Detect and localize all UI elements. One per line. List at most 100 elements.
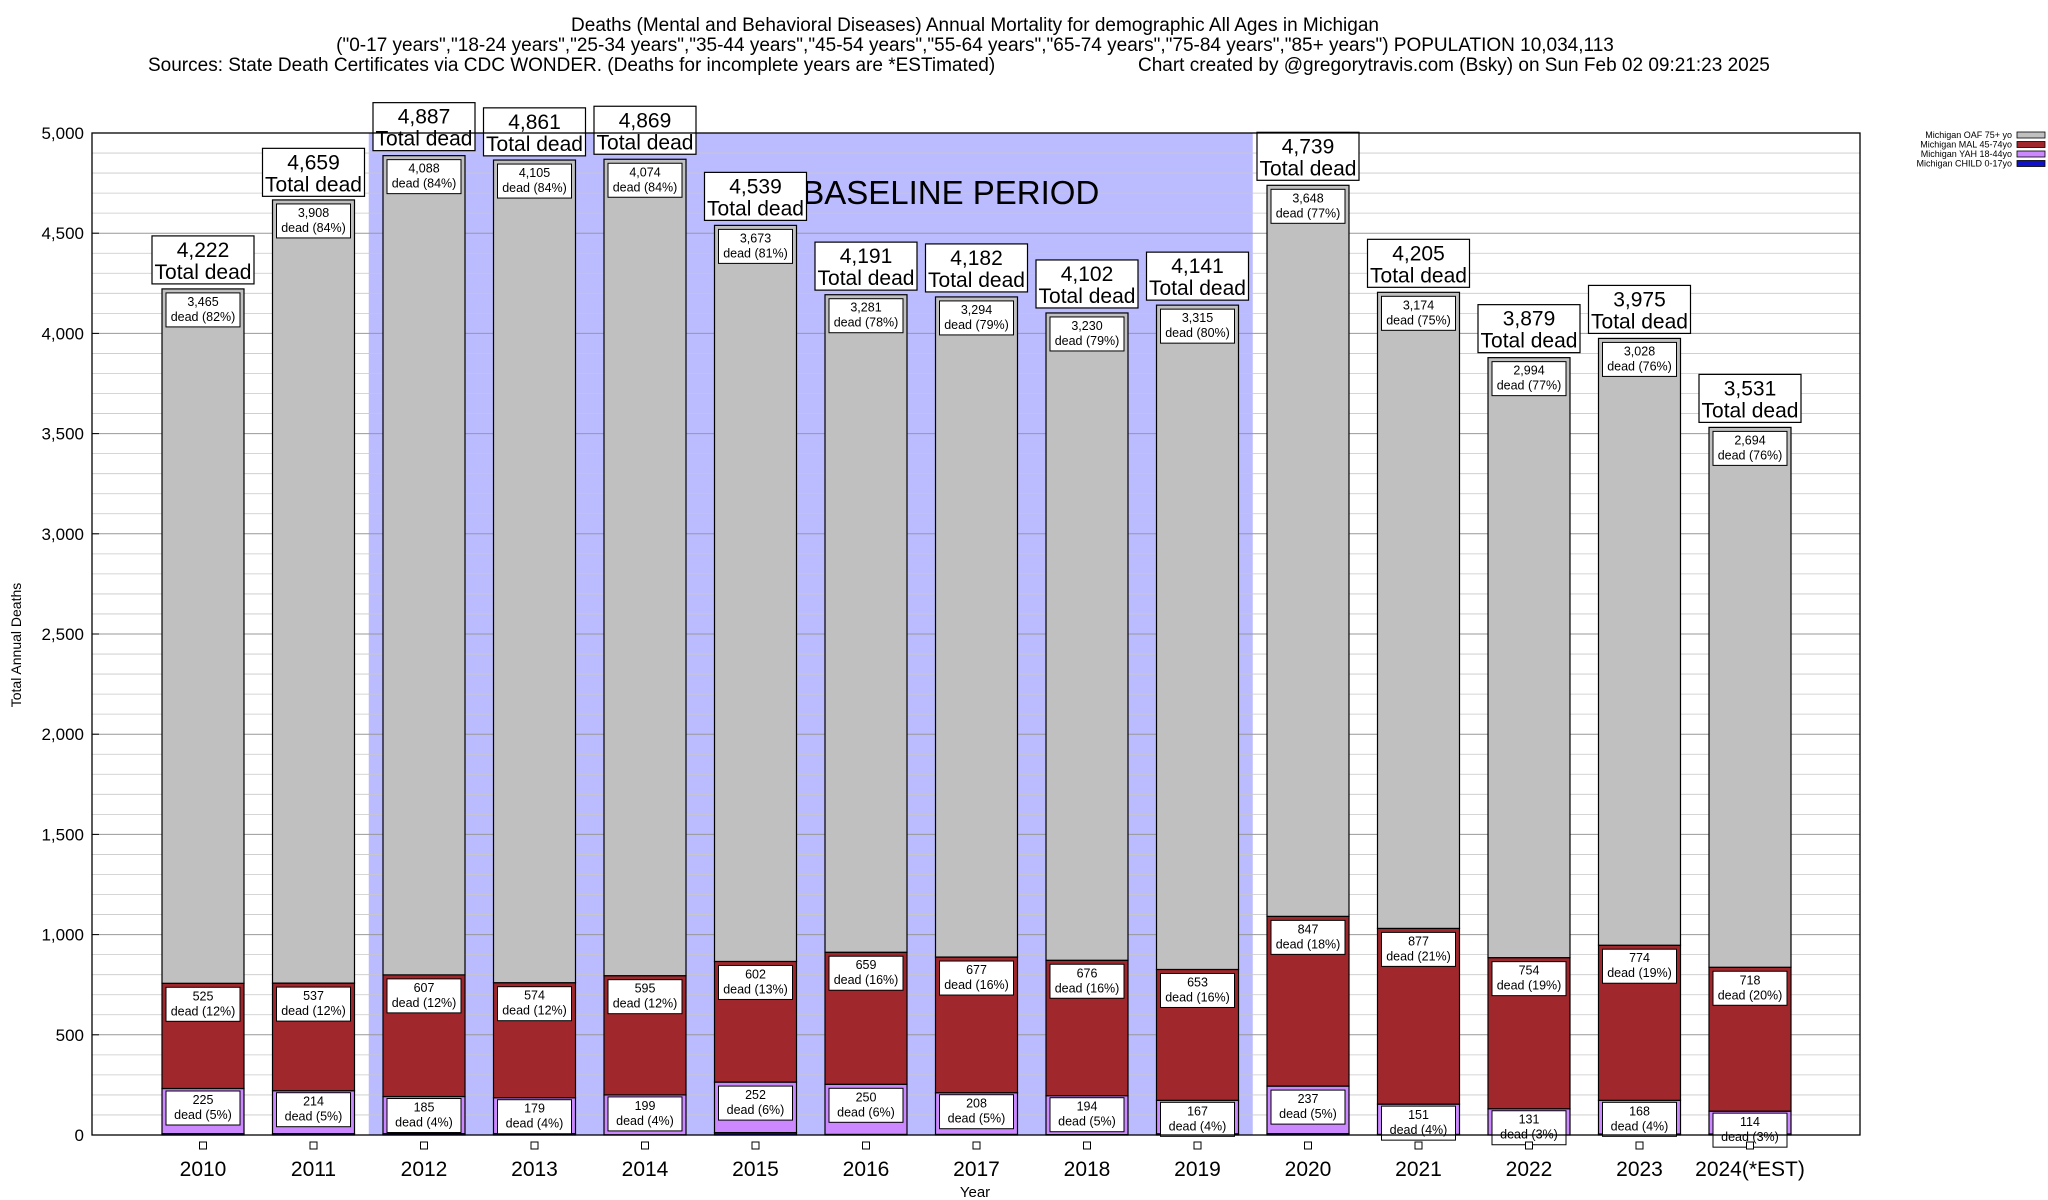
y-tick-label: 500: [56, 1026, 84, 1045]
bar-segment-michigan-oaf-75-yo: [1045, 312, 1129, 961]
x-tick-label: 2013: [511, 1158, 558, 1181]
total-label-box: [261, 147, 366, 197]
segment-label-box: [1049, 1097, 1125, 1133]
segment-value-label: 3,673: [740, 231, 771, 245]
segment-label-box: [165, 1090, 241, 1126]
total-suffix-label: Total dead: [1481, 330, 1578, 353]
segment-percent-label: dead (4%): [1611, 1119, 1669, 1133]
segment-percent-label: dead (84%): [502, 181, 567, 195]
segment-percent-label: dead (84%): [613, 180, 678, 194]
total-label-box: [1477, 304, 1581, 354]
segment-percent-label: dead (6%): [727, 1103, 785, 1117]
y-tick-label: 1,500: [41, 825, 84, 844]
total-label-box: [482, 107, 587, 157]
segment-value-label: 602: [745, 967, 766, 981]
bar-segment-michigan-oaf-75-yo: [1487, 357, 1571, 959]
y-tick-label: 4,500: [41, 224, 84, 243]
segment-label-box: [1160, 308, 1235, 344]
total-value-label: 4,182: [950, 247, 1003, 270]
segment-percent-label: dead (3%): [1721, 1130, 1779, 1144]
segment-value-label: 677: [966, 963, 987, 977]
x-tick-label: 2018: [1064, 1158, 1111, 1181]
segment-label-box: [828, 1087, 904, 1123]
total-label-box: [1366, 238, 1471, 288]
segment-percent-label: dead (5%): [1279, 1107, 1337, 1121]
segment-value-label: 525: [193, 989, 214, 1003]
segment-label-box: [828, 298, 904, 334]
segment-label-box: [276, 1092, 351, 1128]
segment-percent-label: dead (4%): [616, 1114, 674, 1128]
total-label-box: [593, 105, 697, 155]
segment-label-box: [1602, 948, 1677, 984]
total-label-box: [703, 171, 808, 221]
segment-value-label: 167: [1187, 1104, 1208, 1118]
segment-label-box: [1270, 919, 1346, 955]
x-tick-marker: [1193, 1141, 1202, 1150]
segment-value-label: 214: [303, 1095, 324, 1109]
segment-label-box: [939, 300, 1014, 336]
segment-percent-label: dead (12%): [171, 1004, 236, 1018]
segment-value-label: 237: [1298, 1092, 1319, 1106]
y-tick-label: 3,000: [41, 525, 84, 544]
segment-percent-label: dead (84%): [392, 177, 457, 191]
x-tick-label: 2024(*EST): [1695, 1158, 1805, 1181]
segment-percent-label: dead (79%): [1055, 334, 1120, 348]
segment-value-label: 718: [1740, 973, 1761, 987]
segment-percent-label: dead (79%): [944, 318, 1009, 332]
y-tick-label: 2,500: [41, 625, 84, 644]
segment-value-label: 185: [414, 1101, 435, 1115]
segment-value-label: 131: [1519, 1113, 1540, 1127]
segment-percent-label: dead (4%): [395, 1116, 453, 1130]
segment-percent-label: dead (4%): [1169, 1119, 1227, 1133]
y-tick-label: 5,000: [41, 124, 84, 143]
segment-label-box: [1491, 361, 1567, 397]
x-tick-label: 2017: [953, 1158, 1000, 1181]
segment-percent-label: dead (16%): [1055, 981, 1120, 995]
segment-label-box: [1270, 188, 1346, 224]
segment-label-box: [607, 162, 683, 198]
segment-label-box: [1381, 295, 1456, 331]
segment-percent-label: dead (76%): [1607, 359, 1672, 373]
segment-value-label: 3,281: [850, 301, 881, 315]
plot-frame: [91, 132, 1861, 1136]
bar-segment-michigan-oaf-75-yo: [161, 288, 245, 984]
total-suffix-label: Total dead: [1149, 277, 1246, 300]
segment-percent-label: dead (12%): [502, 1004, 567, 1018]
segment-value-label: 151: [1408, 1108, 1429, 1122]
y-tick-label: 1,000: [41, 926, 84, 945]
segment-percent-label: dead (16%): [944, 978, 1009, 992]
legend-swatch: [2016, 131, 2046, 139]
segment-value-label: 4,074: [629, 165, 660, 179]
chart-subtitle: ("0-17 years","18-24 years","25-34 years…: [336, 35, 1614, 56]
y-axis-label: Total Annual Deaths: [8, 583, 24, 708]
chart-sources: Sources: State Death Certificates via CD…: [148, 55, 995, 76]
segment-label-box: [1602, 1101, 1677, 1137]
segment-percent-label: dead (20%): [1718, 988, 1783, 1002]
total-label-box: [151, 235, 255, 285]
segment-label-box: [165, 986, 241, 1022]
x-tick-marker: [862, 1141, 870, 1150]
segment-label-box: [165, 292, 241, 328]
segment-value-label: 4,088: [408, 162, 439, 176]
x-tick-marker: [1746, 1141, 1754, 1150]
segment-label-box: [718, 228, 793, 264]
segment-value-label: 595: [635, 982, 656, 996]
bar-segment-michigan-oaf-75-yo: [603, 158, 687, 977]
total-suffix-label: Total dead: [376, 128, 473, 151]
segment-value-label: 537: [303, 989, 324, 1003]
segment-label-box: [607, 979, 683, 1015]
segment-label-box: [497, 986, 572, 1022]
segment-percent-label: dead (5%): [174, 1108, 232, 1122]
bar-segment-michigan-oaf-75-yo: [1708, 426, 1792, 968]
y-tick-label: 2,000: [41, 725, 84, 744]
x-tick-marker: [420, 1141, 428, 1150]
bar-segment-michigan-oaf-75-yo: [1155, 304, 1240, 971]
total-suffix-label: Total dead: [1260, 157, 1357, 180]
total-suffix-label: Total dead: [818, 267, 915, 290]
total-value-label: 4,205: [1392, 242, 1445, 265]
total-label-box: [1256, 131, 1360, 181]
segment-percent-label: dead (84%): [281, 221, 346, 235]
segment-value-label: 659: [856, 958, 877, 972]
legend-label: Michigan OAF 75+ yo: [1925, 130, 2012, 140]
segment-label-box: [607, 1096, 683, 1132]
